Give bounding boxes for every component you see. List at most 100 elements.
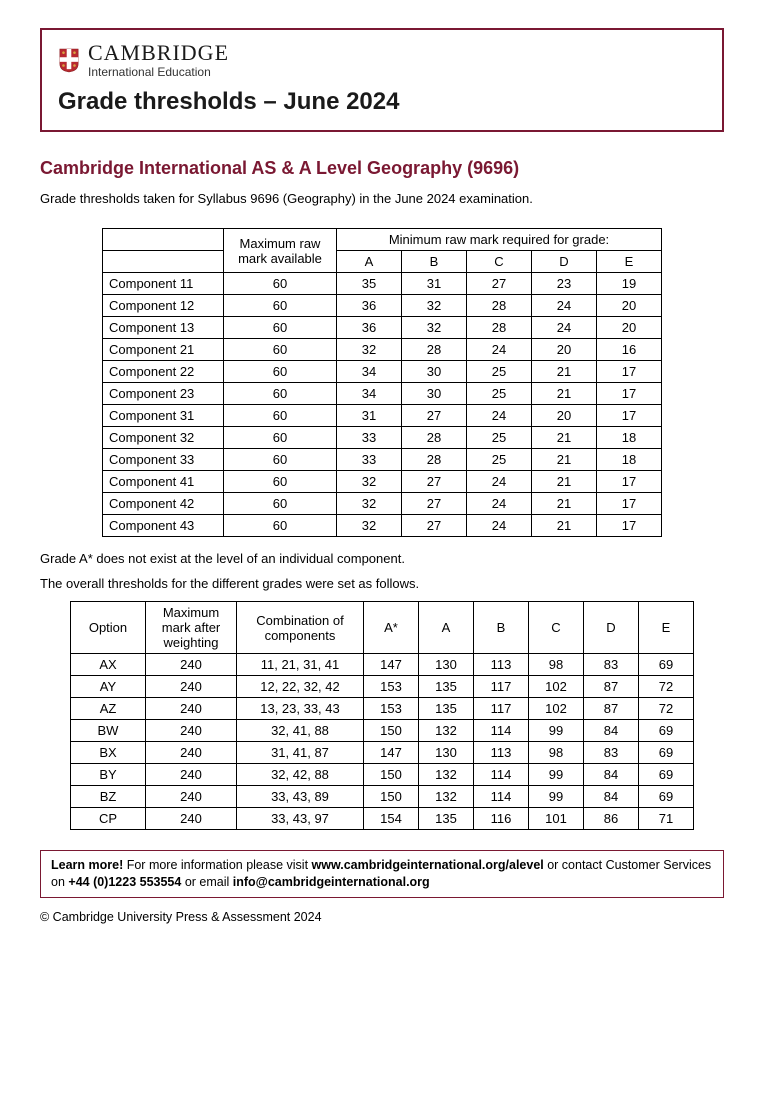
mark-cell: 21 [532,493,597,515]
mark-cell: 20 [597,317,662,339]
table-row: Component 33603328252118 [103,449,662,471]
mark-cell: 24 [532,295,597,317]
mark-cell: 33 [337,449,402,471]
grade-cell: 83 [584,654,639,676]
table-row: Component 31603127242017 [103,405,662,427]
mark-cell: 21 [532,383,597,405]
max-mark-cell: 60 [224,273,337,295]
option-cell: AY [71,676,146,698]
option-cell: BW [71,720,146,742]
grade-cell: 99 [529,764,584,786]
mark-cell: 32 [337,493,402,515]
mark-cell: 21 [532,471,597,493]
table-row: Maximum raw mark available Minimum raw m… [103,229,662,251]
col-header: Maximum mark after weighting [146,602,237,654]
grade-cell: 113 [474,742,529,764]
table-row: AY24012, 22, 32, 421531351171028772 [71,676,694,698]
note-overall: The overall thresholds for the different… [40,576,724,591]
mark-cell: 32 [402,295,467,317]
combination-cell: 32, 42, 88 [237,764,364,786]
grade-cell: 114 [474,764,529,786]
grade-cell: 132 [419,786,474,808]
grade-cell: 117 [474,676,529,698]
component-label: Component 43 [103,515,224,537]
grade-cell: 147 [364,742,419,764]
footer-text: For more information please visit [123,858,311,872]
grade-cell: 114 [474,720,529,742]
component-label: Component 33 [103,449,224,471]
mark-cell: 32 [337,515,402,537]
footer-link[interactable]: www.cambridgeinternational.org/alevel [312,858,544,872]
table-row: Option Maximum mark after weighting Comb… [71,602,694,654]
footer-email[interactable]: info@cambridgeinternational.org [233,875,430,889]
grade-cell: 150 [364,786,419,808]
table-row: BW24032, 41, 88150132114998469 [71,720,694,742]
combination-cell: 13, 23, 33, 43 [237,698,364,720]
mark-cell: 24 [532,317,597,339]
copyright: © Cambridge University Press & Assessmen… [40,910,724,924]
grade-cell: 132 [419,720,474,742]
grade-cell: 153 [364,676,419,698]
col-header: C [529,602,584,654]
mark-cell: 16 [597,339,662,361]
mark-cell: 17 [597,405,662,427]
grade-cell: 135 [419,676,474,698]
mark-cell: 17 [597,383,662,405]
grade-cell: 135 [419,808,474,830]
component-label: Component 22 [103,361,224,383]
grade-cell: 132 [419,764,474,786]
grade-cell: 84 [584,720,639,742]
mark-cell: 33 [337,427,402,449]
grade-cell: 69 [639,720,694,742]
mark-cell: 28 [402,449,467,471]
max-mark-cell: 60 [224,515,337,537]
mark-cell: 28 [402,427,467,449]
mark-cell: 24 [467,471,532,493]
page-title: Grade thresholds – June 2024 [58,88,706,116]
max-mark-cell: 240 [146,742,237,764]
grade-cell: 114 [474,786,529,808]
max-mark-cell: 60 [224,427,337,449]
combination-cell: 32, 41, 88 [237,720,364,742]
option-cell: AZ [71,698,146,720]
combination-cell: 11, 21, 31, 41 [237,654,364,676]
mark-cell: 24 [467,515,532,537]
component-label: Component 42 [103,493,224,515]
table-row: Component 41603227242117 [103,471,662,493]
mark-cell: 17 [597,515,662,537]
mark-cell: 31 [402,273,467,295]
table-row: Component 23603430252117 [103,383,662,405]
grade-header: A [337,251,402,273]
max-mark-cell: 60 [224,361,337,383]
mark-cell: 27 [467,273,532,295]
max-mark-cell: 60 [224,449,337,471]
mark-cell: 36 [337,317,402,339]
grade-cell: 130 [419,654,474,676]
header-box: CAMBRIDGE International Education Grade … [40,28,724,132]
grade-cell: 135 [419,698,474,720]
grade-header: E [597,251,662,273]
brand-row: CAMBRIDGE International Education [58,42,706,78]
grade-cell: 87 [584,698,639,720]
cambridge-shield-icon [58,47,80,73]
combination-cell: 33, 43, 97 [237,808,364,830]
component-label: Component 32 [103,427,224,449]
grade-cell: 84 [584,764,639,786]
mark-cell: 35 [337,273,402,295]
max-mark-cell: 60 [224,493,337,515]
grade-cell: 150 [364,764,419,786]
mark-cell: 23 [532,273,597,295]
max-mark-cell: 60 [224,317,337,339]
mark-cell: 24 [467,405,532,427]
mark-cell: 17 [597,471,662,493]
grade-cell: 147 [364,654,419,676]
mark-cell: 17 [597,361,662,383]
mark-cell: 28 [467,317,532,339]
grade-cell: 130 [419,742,474,764]
mark-cell: 25 [467,427,532,449]
col-header: A* [364,602,419,654]
brand-name: CAMBRIDGE [88,42,229,64]
grade-cell: 86 [584,808,639,830]
mark-cell: 18 [597,427,662,449]
max-mark-cell: 240 [146,654,237,676]
